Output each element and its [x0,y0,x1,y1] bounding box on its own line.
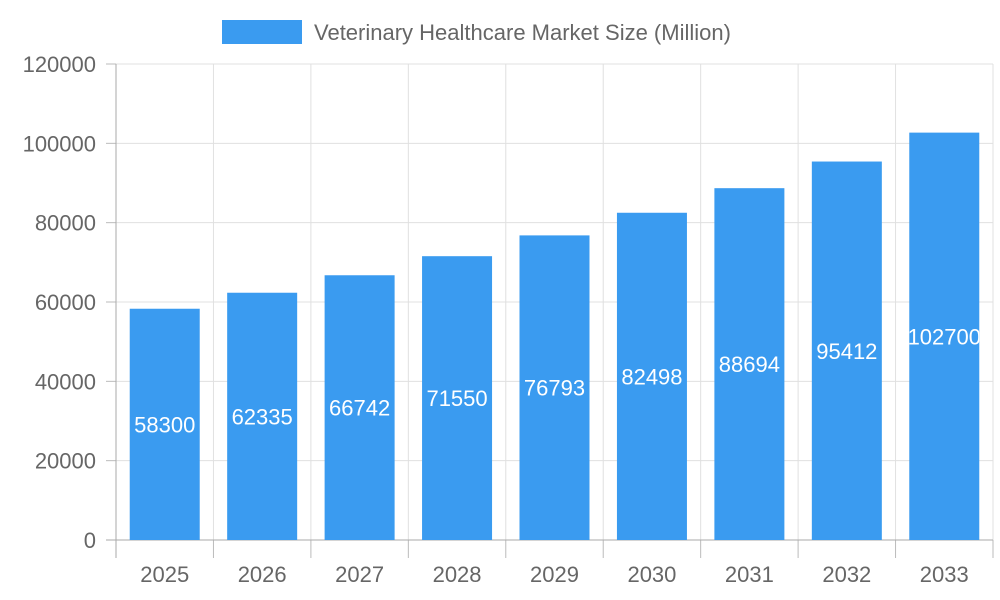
y-tick-label: 0 [84,528,96,553]
data-label: 62335 [232,404,293,429]
bar [909,132,980,540]
data-label: 58300 [134,412,195,437]
data-label: 95412 [816,339,877,364]
x-tick-label: 2027 [335,562,384,587]
x-tick-label: 2032 [822,562,871,587]
x-tick-label: 2025 [140,562,189,587]
x-tick-label: 2033 [920,562,969,587]
y-tick-label: 80000 [35,211,96,236]
bars: 58300 62335 66742 71550 76793 82498 88694 95412… [129,132,981,541]
x-tick-label: 2029 [530,562,579,587]
bar [324,275,395,540]
bar [811,161,882,540]
legend-label: Veterinary Healthcare Market Size (Milli… [314,20,731,45]
y-tick-label: 60000 [35,290,96,315]
data-label: 102700 [908,324,981,349]
x-tick-label: 2026 [238,562,287,587]
data-label: 66742 [329,396,390,421]
data-label: 76793 [524,376,585,401]
legend-swatch [222,20,302,44]
data-label: 88694 [719,352,780,377]
y-tick-label: 40000 [35,369,96,394]
x-tick-label: 2028 [433,562,482,587]
data-label: 71550 [426,386,487,411]
y-tick-label: 120000 [23,52,96,77]
bar [714,188,785,540]
x-tick-label: 2031 [725,562,774,587]
x-tick-label: 2030 [627,562,676,587]
axes: 0 20000 40000 60000 80000 100000 120000 2025 202… [23,52,994,587]
bar [616,212,687,540]
legend[interactable]: Veterinary Healthcare Market Size (Milli… [222,20,731,45]
bar [519,235,590,541]
gridlines [115,63,994,541]
bar [129,308,200,540]
bar [227,292,298,540]
y-tick-label: 20000 [35,449,96,474]
data-label: 82498 [621,364,682,389]
y-tick-label: 100000 [23,131,96,156]
bar [422,256,493,540]
